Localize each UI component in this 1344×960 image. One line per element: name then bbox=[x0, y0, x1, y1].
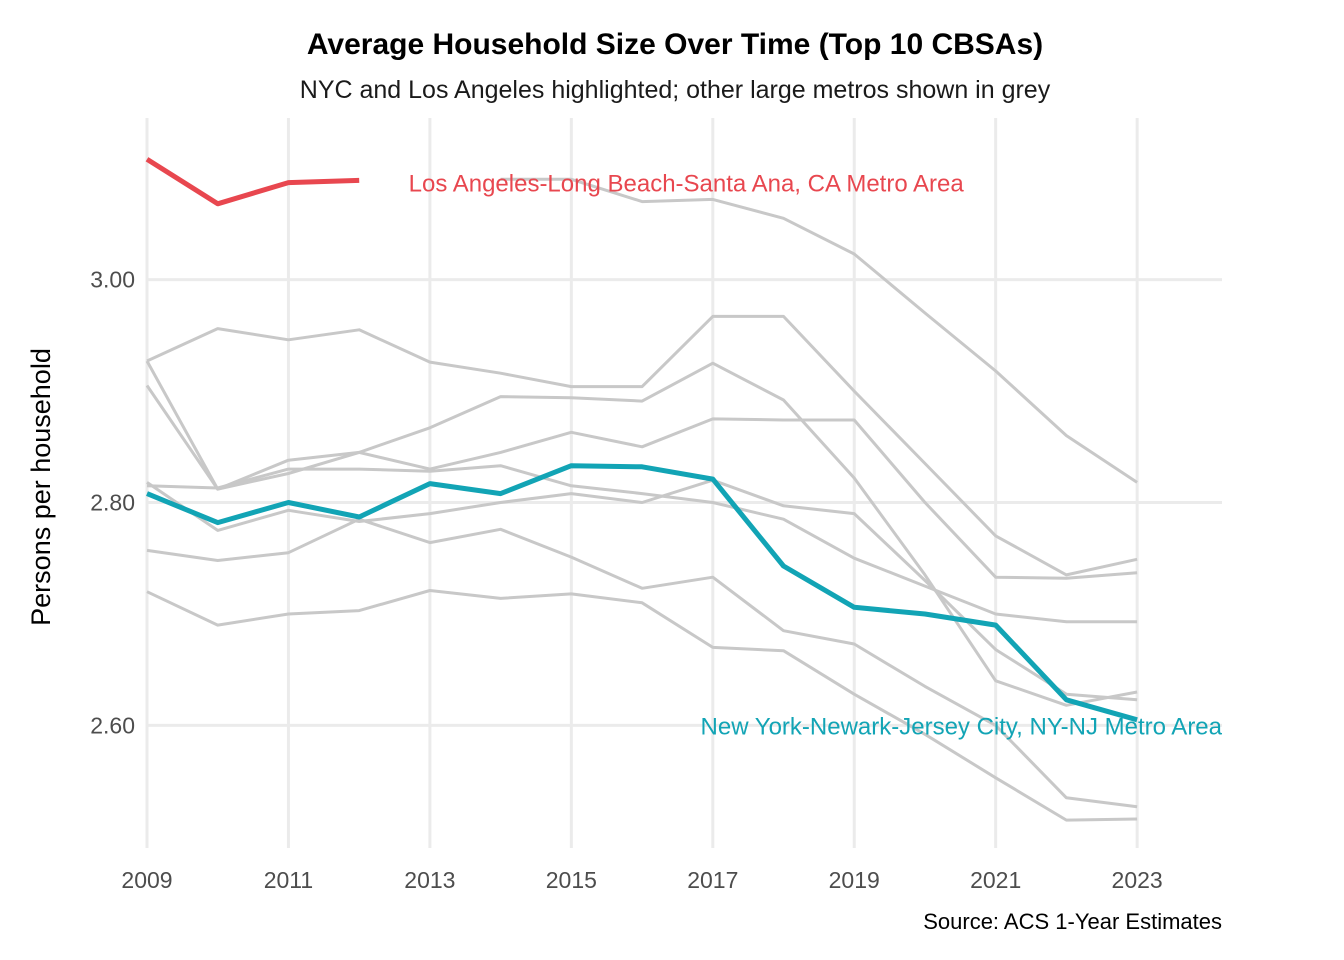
y-tick-label: 2.80 bbox=[90, 490, 135, 516]
y-tick-label: 3.00 bbox=[90, 267, 135, 293]
highlight-line-nyc bbox=[146, 463, 1138, 723]
x-tick-label: 2013 bbox=[404, 867, 455, 893]
x-tick-label: 2011 bbox=[264, 867, 313, 893]
x-tick-label: 2017 bbox=[687, 867, 738, 893]
chart-caption: Source: ACS 1-Year Estimates bbox=[923, 909, 1222, 934]
y-axis-title: Persons per household bbox=[26, 348, 56, 626]
other-metro-line bbox=[146, 589, 1138, 822]
x-tick-label: 2021 bbox=[970, 867, 1021, 893]
other-metro-line bbox=[500, 177, 1138, 484]
other-metro-line bbox=[146, 314, 1138, 577]
other-metro-line bbox=[146, 464, 1138, 624]
series-labels: Los Angeles-Long Beach-Santa Ana, CA Met… bbox=[409, 171, 1223, 741]
axes: 2009 2011 2013 2015 2017 2019 2021 2023 2.60 2.80… bbox=[90, 267, 1162, 893]
other-metro-line bbox=[145, 360, 1138, 707]
other-metros-series bbox=[145, 177, 1138, 822]
series-label-nyc: New York-Newark-Jersey City, NY-NJ Metro… bbox=[701, 713, 1223, 740]
x-tick-label: 2023 bbox=[1112, 867, 1163, 893]
other-metro-line bbox=[145, 384, 1138, 580]
other-metro-line bbox=[146, 517, 1138, 809]
x-tick-label: 2015 bbox=[546, 867, 597, 893]
other-metro-line bbox=[146, 478, 1138, 702]
chart-title: Average Household Size Over Time (Top 10… bbox=[307, 28, 1043, 61]
y-tick-label: 2.60 bbox=[90, 712, 135, 738]
x-tick-label: 2009 bbox=[121, 867, 172, 893]
highlighted-series bbox=[145, 157, 1138, 723]
x-tick-label: 2019 bbox=[829, 867, 880, 893]
series-label-la: Los Angeles-Long Beach-Santa Ana, CA Met… bbox=[409, 171, 965, 198]
highlight-line-la bbox=[145, 157, 360, 207]
chart-subtitle: NYC and Los Angeles highlighted; other l… bbox=[300, 76, 1051, 104]
